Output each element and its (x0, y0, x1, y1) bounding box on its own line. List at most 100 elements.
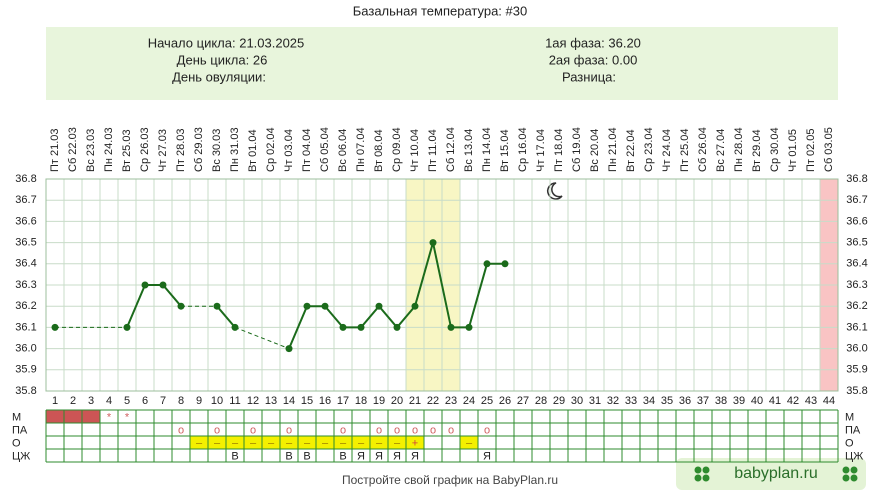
cell-text: + (412, 437, 418, 449)
cell-text: В (339, 450, 346, 462)
y-tick-label-right: 36.7 (846, 194, 867, 206)
cell-text: o (430, 424, 436, 436)
day-number: 14 (283, 395, 295, 407)
temperature-point (339, 323, 347, 331)
y-tick-label-right: 36.5 (846, 237, 867, 249)
x-tick-label: Вт 08.04 (373, 129, 385, 172)
day-number: 8 (178, 395, 184, 407)
x-tick-label: Пн 21.04 (607, 127, 619, 172)
y-tick-label: 36.1 (15, 321, 36, 333)
cell-text: В (303, 450, 310, 462)
x-tick-label: Вс 20.04 (589, 129, 601, 172)
day-number: 35 (661, 395, 673, 407)
day-number: 32 (607, 395, 619, 407)
day-number: 29 (553, 395, 565, 407)
day-number: 4 (106, 395, 112, 407)
x-tick-label: Вс 30.03 (211, 129, 223, 172)
day-number: 7 (160, 395, 166, 407)
row-label-right: ЦЖ (845, 450, 863, 462)
day-number: 10 (211, 395, 223, 407)
moon-icon (547, 182, 563, 200)
temperature-point (123, 323, 131, 331)
cell-fill (226, 436, 244, 449)
day-number: 6 (142, 395, 148, 407)
cell-text: Я (483, 450, 491, 462)
cell-text: o (376, 424, 382, 436)
info-text: День цикла: 26 (177, 52, 268, 67)
y-tick-label: 36.2 (15, 300, 36, 312)
y-tick-label: 36.8 (15, 173, 36, 185)
y-tick-label-right: 36.8 (846, 173, 867, 185)
x-tick-label: Пт 21.03 (49, 128, 61, 172)
temperature-point (285, 345, 293, 353)
cell-text: – (340, 437, 347, 449)
cell-fill (460, 436, 478, 449)
day-number: 41 (769, 395, 781, 407)
x-tick-label: Пн 31.03 (229, 127, 241, 172)
day-number: 31 (589, 395, 601, 407)
temperature-point (375, 302, 383, 310)
cell-text: o (340, 424, 346, 436)
y-tick-label: 36.4 (15, 258, 36, 270)
x-tick-label: Вс 23.03 (85, 129, 97, 172)
cell-text: – (466, 437, 473, 449)
cell-text: o (178, 424, 184, 436)
temperature-line (126, 284, 182, 328)
temperature-point (429, 239, 437, 247)
day-number: 43 (805, 395, 817, 407)
x-tick-label: Сб 22.03 (67, 127, 79, 172)
cell-text: – (358, 437, 365, 449)
cell-text: Я (411, 450, 419, 462)
day-number: 44 (823, 395, 835, 407)
x-tick-label: Сб 03.05 (823, 127, 835, 172)
day-number: 20 (391, 395, 403, 407)
x-tick-label: Ср 09.04 (391, 127, 403, 172)
cell-text: – (268, 437, 275, 449)
cell-text: Я (357, 450, 365, 462)
temperature-point (213, 302, 221, 310)
x-tick-label: Чт 24.04 (661, 129, 673, 172)
cell-text: – (232, 437, 239, 449)
y-tick-label-right: 36.0 (846, 343, 867, 355)
day-number: 5 (124, 395, 130, 407)
cell-text: – (196, 437, 203, 449)
cell-fill (334, 436, 352, 449)
info-text: День овуляции: (172, 69, 266, 84)
y-tick-label-right: 35.8 (846, 385, 867, 397)
day-number: 40 (751, 395, 763, 407)
cell-text: Я (393, 450, 401, 462)
day-number: 1 (52, 395, 58, 407)
x-tick-label: Вт 01.04 (247, 129, 259, 172)
x-tick-label: Сб 29.03 (193, 127, 205, 172)
cell-text: – (286, 437, 293, 449)
cell-text: o (484, 424, 490, 436)
badge-text[interactable]: babyplan.ru (734, 465, 818, 482)
cell-fill (244, 436, 262, 449)
y-tick-label: 36.6 (15, 215, 36, 227)
day-number: 17 (337, 395, 349, 407)
info-box (46, 27, 838, 100)
day-number: 2 (70, 395, 76, 407)
cell-text: * (107, 411, 112, 423)
row-label: ПА (12, 424, 28, 436)
x-tick-label: Пт 02.05 (805, 128, 817, 172)
y-tick-label-right: 35.9 (846, 364, 867, 376)
x-tick-label: Чт 27.03 (157, 129, 169, 172)
temperature-point (159, 281, 167, 289)
x-tick-label: Вс 06.04 (337, 129, 349, 172)
day-number: 42 (787, 395, 799, 407)
cell-text: o (286, 424, 292, 436)
cell-text: o (412, 424, 418, 436)
x-tick-label: Вс 27.04 (715, 129, 727, 172)
day-number: 33 (625, 395, 637, 407)
day-number: 34 (643, 395, 655, 407)
x-tick-label: Чт 10.04 (409, 129, 421, 172)
cell-text: o (448, 424, 454, 436)
temperature-point (141, 281, 149, 289)
x-tick-label: Пт 04.04 (301, 128, 313, 172)
day-number: 37 (697, 395, 709, 407)
day-number: 27 (517, 395, 529, 407)
temperature-point (393, 323, 401, 331)
day-number: 16 (319, 395, 331, 407)
x-tick-label: Вс 13.04 (463, 129, 475, 172)
